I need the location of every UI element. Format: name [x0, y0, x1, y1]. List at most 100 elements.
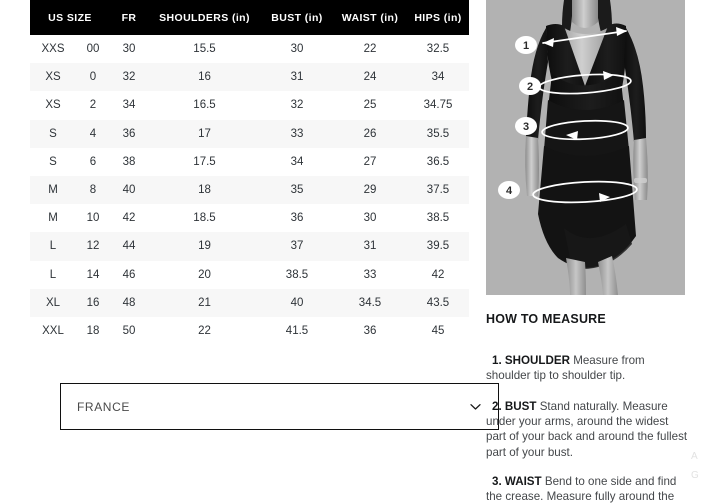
size-cell-hips: 39.5 — [407, 232, 469, 261]
size-cell-us-letter: XXL — [30, 316, 76, 346]
table-row: M 8 40 18 35 29 37.5 — [30, 175, 469, 205]
size-cell-us-letter: S — [30, 147, 76, 176]
size-cell-us-number: 2 — [76, 91, 110, 120]
size-cell-fr: 44 — [110, 232, 148, 261]
size-cell-bust: 33 — [261, 119, 333, 148]
size-cell-hips: 32.5 — [407, 35, 469, 64]
column-header-shoulders: SHOULDERS (in) — [148, 0, 261, 35]
size-cell-us-number: 18 — [76, 316, 110, 346]
size-cell-shoulders: 17.5 — [148, 147, 261, 176]
size-cell-bust: 37 — [261, 232, 333, 261]
size-cell-us-letter: M — [30, 204, 76, 233]
measure-step-term: SHOULDER — [504, 353, 570, 367]
how-to-measure-title: HOW TO MEASURE — [486, 312, 606, 326]
table-row: S 4 36 17 33 26 35.5 — [30, 119, 469, 148]
size-cell-shoulders: 18.5 — [148, 204, 261, 233]
size-cell-shoulders: 20 — [148, 260, 261, 289]
size-cell-shoulders: 17 — [148, 119, 261, 148]
table-row: XS 0 32 16 31 24 34 — [30, 63, 469, 92]
size-cell-fr: 32 — [110, 63, 148, 92]
measure-step-waist: 3. WAIST Bend to one side and find the c… — [486, 474, 690, 503]
size-cell-waist: 22 — [333, 35, 407, 64]
table-row: XS 2 34 16.5 32 25 34.75 — [30, 91, 469, 120]
size-cell-shoulders: 16.5 — [148, 91, 261, 120]
size-cell-hips: 43.5 — [407, 288, 469, 317]
table-row: L 14 46 20 38.5 33 42 — [30, 260, 469, 289]
measure-panel: 1 2 3 4 HOW TO MEASURE 1. SHOULDER Measu… — [486, 0, 720, 503]
svg-text:1: 1 — [523, 40, 529, 52]
column-header-fr: FR — [110, 0, 148, 35]
size-cell-hips: 42 — [407, 260, 469, 289]
size-cell-shoulders: 18 — [148, 175, 261, 205]
size-cell-us-number: 16 — [76, 288, 110, 317]
size-cell-fr: 30 — [110, 35, 148, 64]
size-cell-shoulders: 19 — [148, 232, 261, 261]
measurement-diagram-image: 1 2 3 4 — [486, 0, 685, 295]
measure-step-bust: 2. BUST Stand naturally. Measure under y… — [486, 399, 690, 461]
size-cell-us-number: 12 — [76, 232, 110, 261]
table-header-row: US SIZE FR SHOULDERS (in) BUST (in) WAIS… — [30, 0, 469, 35]
measure-step-number: 1. — [492, 353, 502, 367]
size-cell-hips: 37.5 — [407, 175, 469, 205]
size-cell-bust: 31 — [261, 63, 333, 92]
size-cell-hips: 34 — [407, 63, 469, 92]
size-cell-shoulders: 16 — [148, 63, 261, 92]
measure-step-number: 3. — [492, 474, 502, 488]
size-cell-bust: 38.5 — [261, 260, 333, 289]
size-cell-us-number: 4 — [76, 119, 110, 148]
table-row: S 6 38 17.5 34 27 36.5 — [30, 147, 469, 176]
size-cell-us-letter: XXS — [30, 35, 76, 64]
size-cell-fr: 36 — [110, 119, 148, 148]
size-cell-fr: 34 — [110, 91, 148, 120]
size-cell-us-letter: L — [30, 232, 76, 261]
measure-step-term: WAIST — [504, 474, 542, 488]
column-header-hips: HIPS (in) — [407, 0, 469, 35]
size-cell-us-number: 14 — [76, 260, 110, 289]
size-cell-bust: 41.5 — [261, 316, 333, 346]
size-cell-hips: 35.5 — [407, 119, 469, 148]
size-cell-waist: 34.5 — [333, 288, 407, 317]
edge-watermark: A G — [691, 447, 713, 485]
size-cell-us-letter: XL — [30, 288, 76, 317]
size-cell-bust: 36 — [261, 204, 333, 233]
size-cell-bust: 30 — [261, 35, 333, 64]
size-cell-fr: 50 — [110, 316, 148, 346]
size-cell-us-number: 8 — [76, 175, 110, 205]
size-cell-hips: 34.75 — [407, 91, 469, 120]
size-cell-waist: 30 — [333, 204, 407, 233]
measure-step-shoulder: 1. SHOULDER Measure from shoulder tip to… — [486, 353, 690, 384]
table-row: XXL 18 50 22 41.5 36 45 — [30, 316, 469, 346]
column-header-waist: WAIST (in) — [333, 0, 407, 35]
size-cell-bust: 35 — [261, 175, 333, 205]
size-cell-shoulders: 22 — [148, 316, 261, 346]
size-cell-fr: 48 — [110, 288, 148, 317]
svg-text:4: 4 — [506, 185, 513, 197]
size-table-panel: US SIZE FR SHOULDERS (in) BUST (in) WAIS… — [30, 0, 499, 503]
column-header-bust: BUST (in) — [261, 0, 333, 35]
table-row: XXS 00 30 15.5 30 22 32.5 — [30, 35, 469, 64]
size-cell-us-number: 10 — [76, 204, 110, 233]
measure-step-term: BUST — [504, 399, 537, 413]
column-header-us-size: US SIZE — [30, 0, 110, 35]
size-cell-fr: 40 — [110, 175, 148, 205]
size-cell-fr: 38 — [110, 147, 148, 176]
measure-step-number: 2. — [492, 399, 502, 413]
country-select[interactable]: FRANCE — [60, 383, 499, 430]
table-header: US SIZE FR SHOULDERS (in) BUST (in) WAIS… — [30, 0, 469, 35]
size-cell-us-number: 0 — [76, 63, 110, 92]
size-cell-us-number: 6 — [76, 147, 110, 176]
size-cell-bust: 32 — [261, 91, 333, 120]
size-cell-hips: 38.5 — [407, 204, 469, 233]
size-cell-waist: 36 — [333, 316, 407, 346]
size-cell-us-letter: L — [30, 260, 76, 289]
measure-step-text: Measure from shoulder tip to shoulder ti… — [486, 353, 645, 382]
svg-text:3: 3 — [523, 121, 529, 133]
size-cell-hips: 36.5 — [407, 147, 469, 176]
size-cell-fr: 46 — [110, 260, 148, 289]
size-cell-shoulders: 21 — [148, 288, 261, 317]
table-row: XL 16 48 21 40 34.5 43.5 — [30, 288, 469, 317]
size-cell-waist: 27 — [333, 147, 407, 176]
size-cell-waist: 29 — [333, 175, 407, 205]
country-select-value: FRANCE — [77, 399, 130, 414]
